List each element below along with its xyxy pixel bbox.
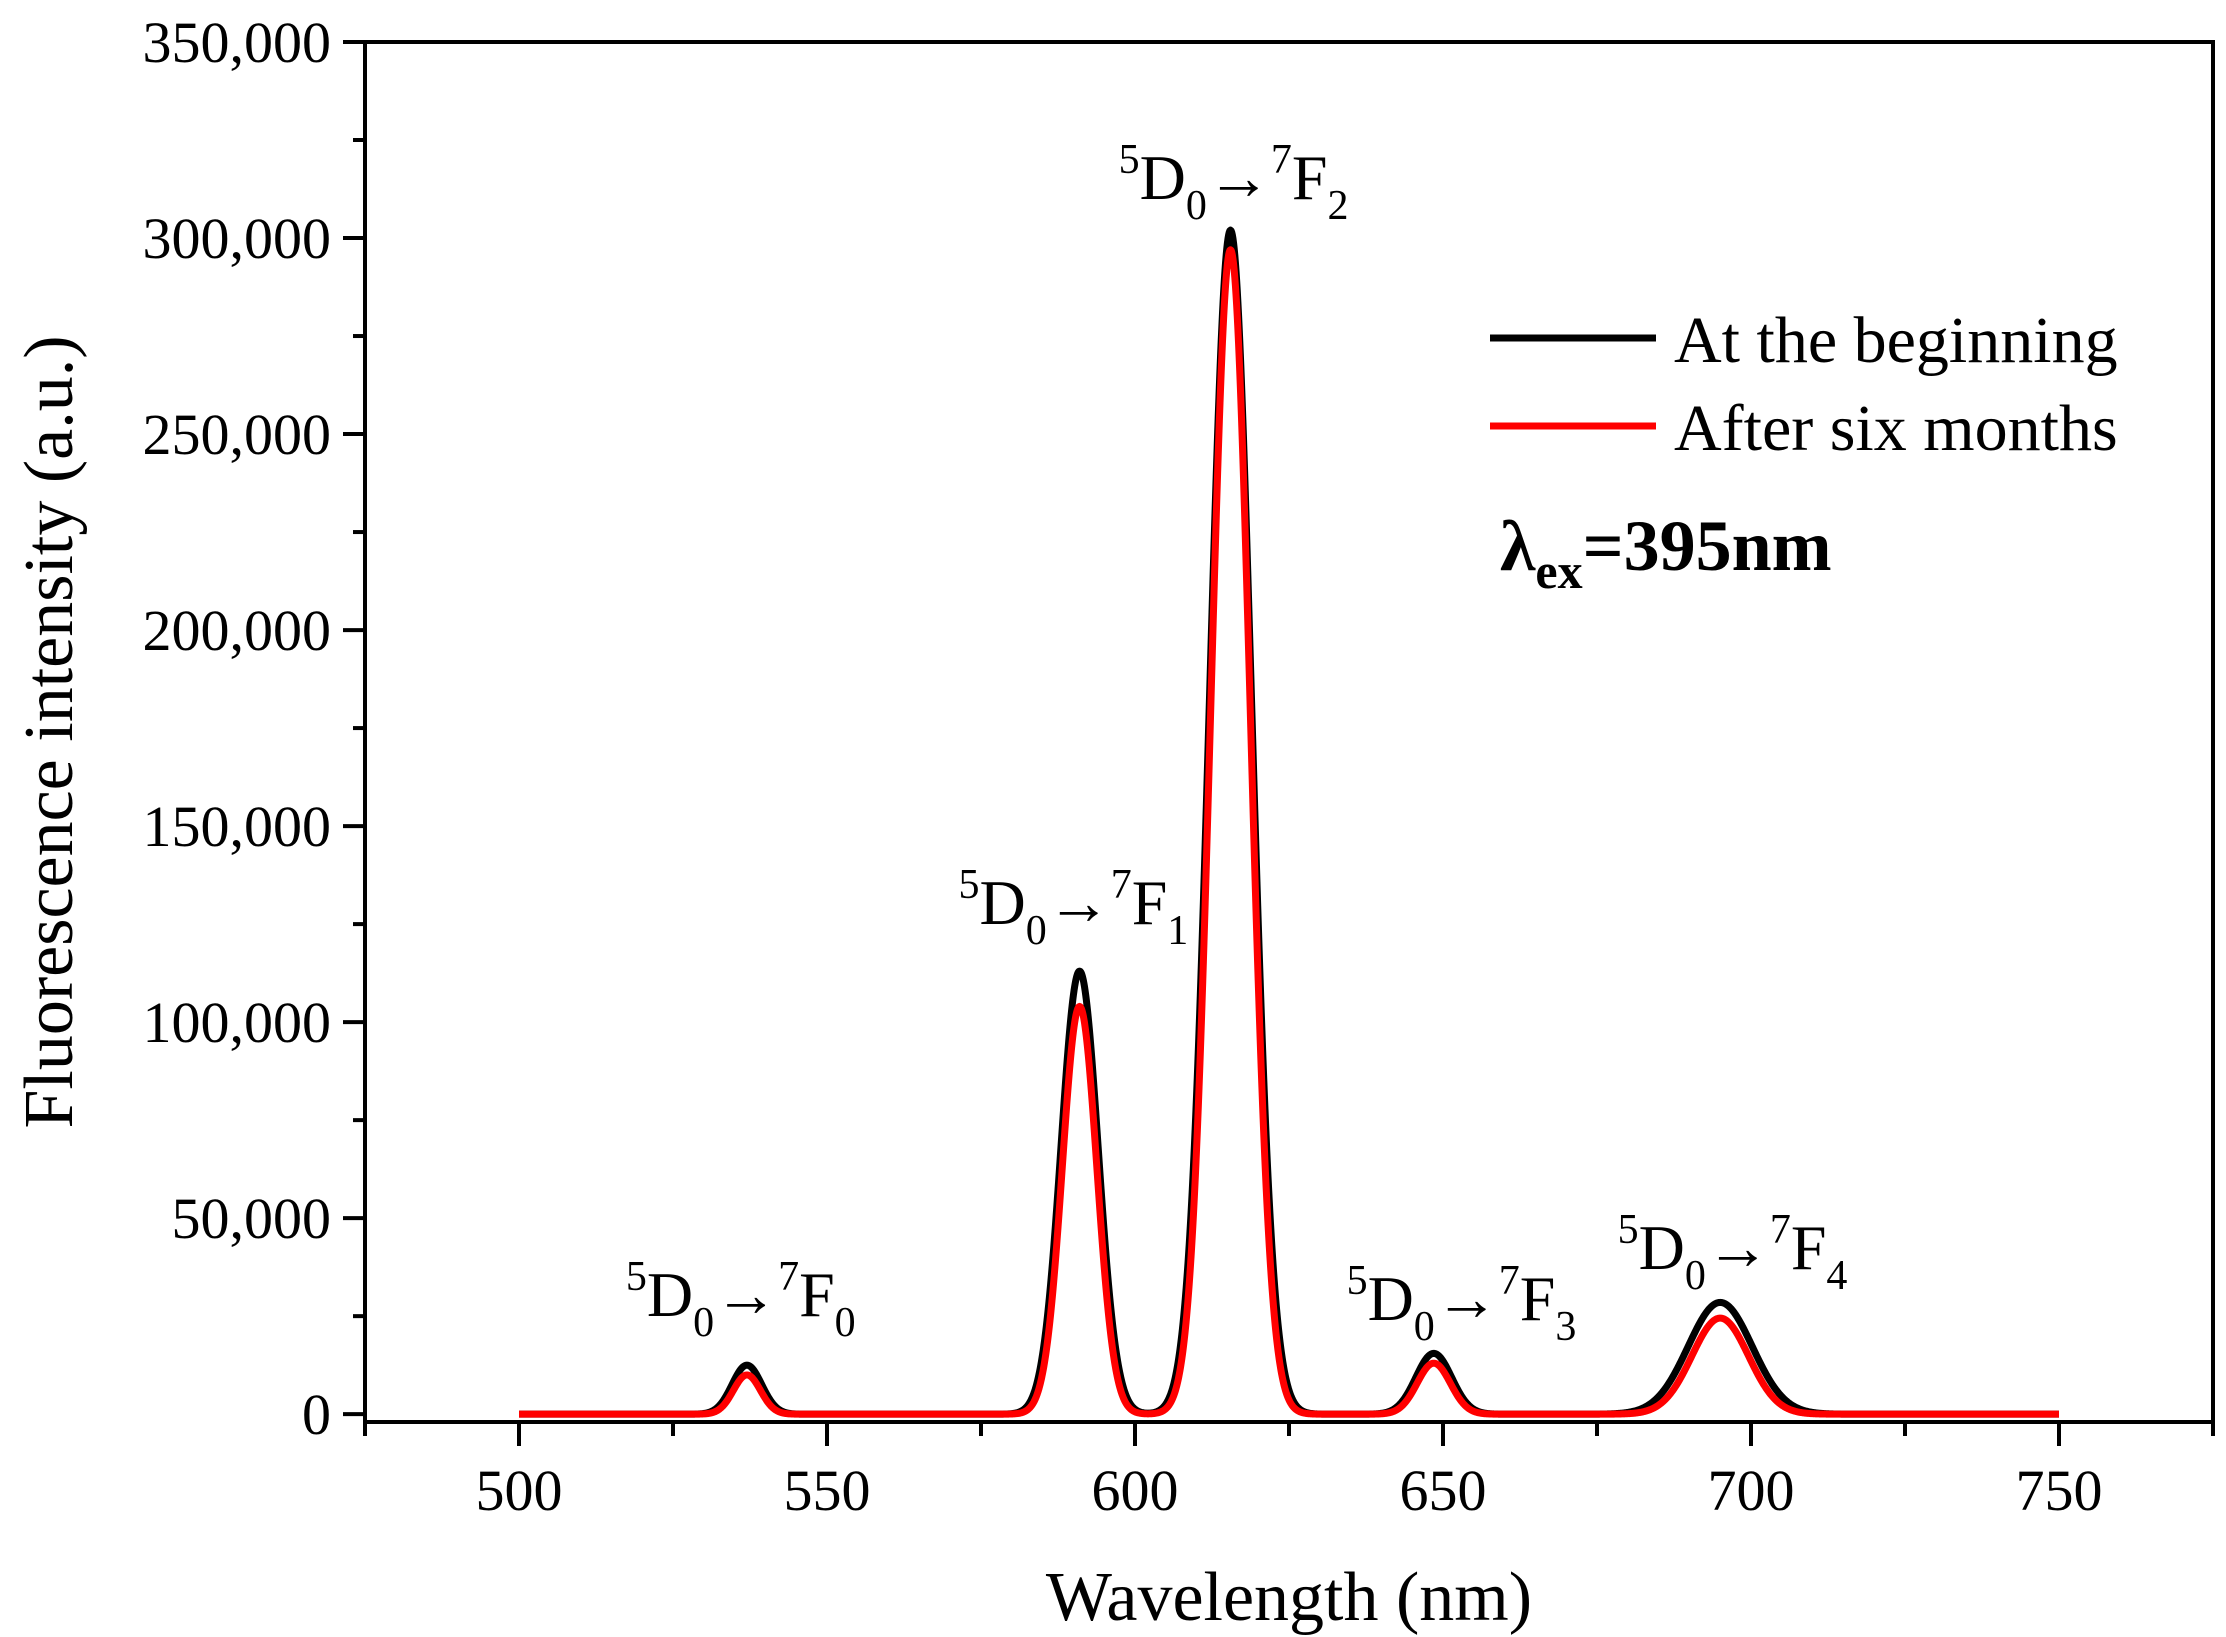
plot-frame: [363, 40, 2215, 1424]
peak-label-0: 5D0→7F0: [626, 1254, 856, 1346]
x-tick-label: 750: [2016, 1458, 2103, 1523]
legend-label-0: At the beginning: [1674, 304, 2118, 377]
peak-label-2: 5D0→7F2: [1119, 137, 1349, 229]
legend-label-1: After six months: [1674, 392, 2118, 465]
y-tick-label: 50,000: [172, 1186, 332, 1251]
legend: At the beginning After six months λex=395n…: [1490, 304, 2118, 599]
y-tick-label: 200,000: [143, 598, 332, 663]
x-tick-label: 650: [1400, 1458, 1487, 1523]
y-tick-label: 150,000: [143, 794, 332, 859]
peak-label-4: 5D0→7F4: [1618, 1207, 1848, 1299]
excitation-label: λex=395nm: [1500, 506, 1832, 599]
y-axis-label: Fluorescence intensity (a.u.): [11, 335, 88, 1128]
series-lines: [516, 226, 2062, 1418]
x-tick-label: 700: [1708, 1458, 1795, 1523]
peak-label-3: 5D0→7F3: [1347, 1258, 1577, 1350]
peak-annotations: 5D0→7F0 5D0→7F1 5D0→7F2 5D0→7F3 5D0→7F4: [626, 137, 1848, 1350]
peak-label-1: 5D0→7F1: [958, 862, 1188, 954]
x-tick-label: 500: [476, 1458, 563, 1523]
axis-ticks: 0 50,000 100,000 150,000 200,000 250,000 300,0…: [143, 10, 2215, 1523]
y-tick-label: 100,000: [143, 990, 332, 1055]
x-tick-label: 550: [784, 1458, 871, 1523]
y-tick-label: 300,000: [143, 206, 332, 271]
series-line-six-months: [516, 246, 2062, 1418]
y-tick-label: 0: [302, 1382, 331, 1447]
y-tick-label: 250,000: [143, 402, 332, 467]
x-axis-label: Wavelength (nm): [1046, 1559, 1532, 1636]
y-tick-label: 350,000: [143, 10, 332, 75]
x-tick-label: 600: [1092, 1458, 1179, 1523]
